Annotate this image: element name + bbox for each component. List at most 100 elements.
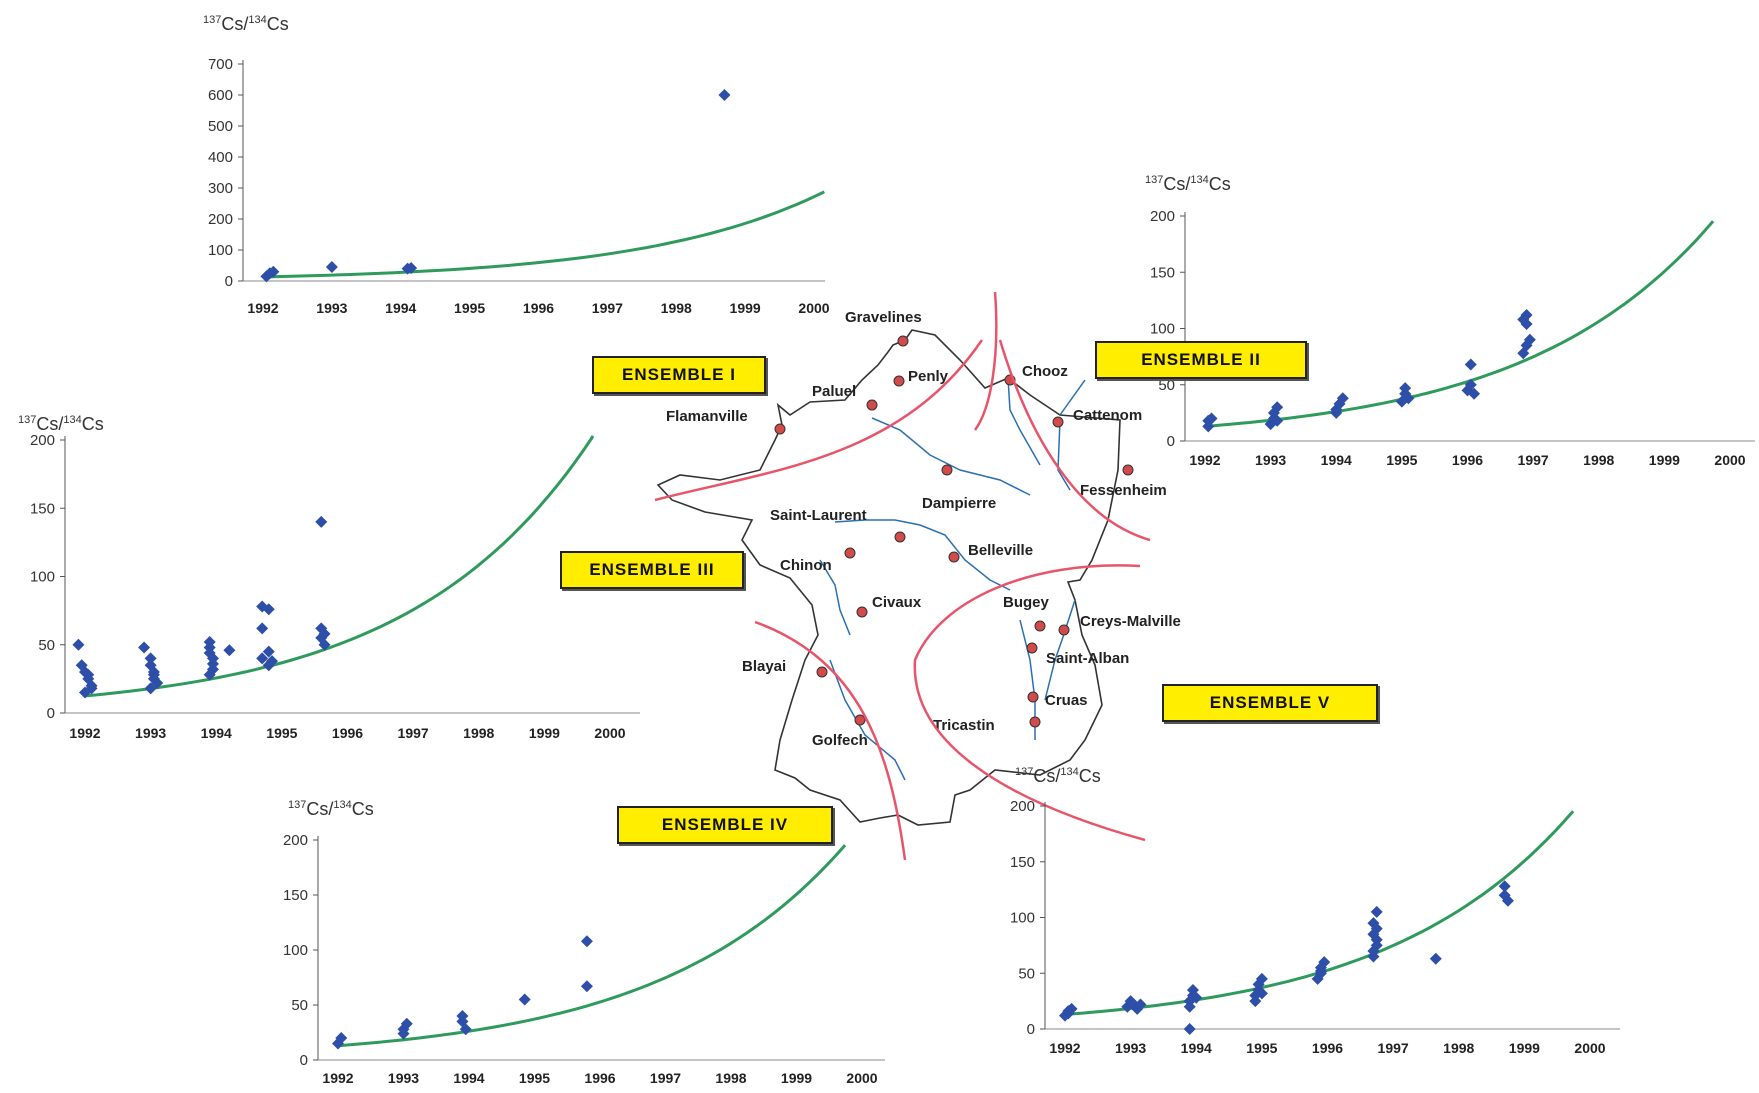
data-point [459, 1023, 472, 1036]
site-label: Saint-Alban [1046, 650, 1129, 667]
data-point [400, 1017, 413, 1030]
y-axis-label: 137Cs/134Cs [288, 799, 374, 819]
data-point [1468, 387, 1481, 400]
y-tick-label: 100 [1010, 910, 1035, 927]
y-tick-label: 50 [38, 637, 55, 654]
site-label: Flamanville [666, 408, 748, 425]
ensemble-i-label: ENSEMBLE I [592, 356, 766, 394]
x-tick-label: 1992 [69, 725, 100, 741]
x-tick-label: 2000 [798, 300, 829, 316]
x-tick-label: 2000 [846, 1070, 877, 1086]
x-tick-label: 1998 [1443, 1040, 1474, 1056]
data-point [718, 89, 731, 101]
x-tick-label: 1996 [523, 300, 554, 316]
x-tick-label: 1995 [1246, 1040, 1277, 1056]
data-point [1520, 318, 1533, 330]
y-tick-label: 0 [47, 705, 55, 722]
ensemble-boundary [654, 339, 984, 502]
data-point [1314, 965, 1327, 978]
data-point [1336, 392, 1349, 405]
data-point [397, 1027, 410, 1040]
data-point [1255, 987, 1268, 1000]
data-point [1318, 956, 1331, 969]
data-point [1370, 905, 1383, 918]
chart-v: 0 50 100 150 200 1992 1993 1994 1995 1996 1997 1998… [1010, 766, 1620, 1056]
ensemble-iv-label: ENSEMBLE IV [617, 806, 833, 844]
data-point [1523, 333, 1536, 346]
data-point [138, 641, 151, 654]
y-tick-label: 100 [1150, 321, 1175, 338]
data-point [144, 652, 157, 665]
x-tick-label: 1993 [1115, 1040, 1146, 1056]
y-tick-label: 100 [30, 569, 55, 586]
x-tick-label: 1994 [385, 300, 416, 316]
data-point [518, 993, 531, 1006]
x-tick-label: 1995 [1386, 452, 1417, 468]
data-point [1464, 358, 1477, 371]
site-label: Belleville [968, 542, 1033, 559]
y-tick-label: 400 [208, 149, 233, 166]
y-tick-label: 0 [1027, 1021, 1035, 1038]
data-point [1134, 998, 1147, 1011]
y-tick-label: 200 [30, 432, 55, 449]
x-tick-label: 1992 [322, 1070, 353, 1086]
y-tick-label: 50 [291, 997, 308, 1014]
river-line [1044, 599, 1076, 701]
france-outline [656, 329, 1121, 826]
data-point [1271, 401, 1284, 414]
x-tick-label: 2000 [594, 725, 625, 741]
site-marker [844, 547, 856, 559]
x-tick-label: 1995 [519, 1070, 550, 1086]
x-tick-label: 1998 [463, 725, 494, 741]
y-axis-label: 137Cs/134Cs [1015, 766, 1101, 786]
site-label: Blayai [742, 658, 786, 675]
y-tick-label: 0 [300, 1052, 308, 1069]
chart-ii: 0 50 100 150 200 1992 1993 1994 1995 1996 1997 1998… [1145, 174, 1755, 468]
data-point [580, 935, 593, 948]
y-tick-label: 150 [1010, 854, 1035, 871]
x-tick-label: 1993 [316, 300, 347, 316]
trend-curve [84, 435, 595, 698]
site-marker [1027, 691, 1039, 703]
river-line [871, 417, 1031, 496]
site-label: Chooz [1022, 363, 1068, 380]
site-label: Civaux [872, 594, 922, 611]
trend-curve [337, 844, 847, 1048]
site-marker [894, 531, 906, 543]
data-point [256, 652, 269, 665]
data-point [144, 682, 157, 695]
river-line [829, 659, 906, 781]
x-tick-label: 2000 [1574, 1040, 1605, 1056]
data-point [82, 668, 95, 681]
x-tick-label: 1992 [1049, 1040, 1080, 1056]
x-tick-label: 1997 [592, 300, 623, 316]
site-marker [893, 375, 905, 387]
data-point [325, 261, 338, 274]
x-tick-label: 1994 [453, 1070, 484, 1086]
data-point [405, 261, 418, 274]
site-label: Bugey [1003, 594, 1050, 611]
site-label: Fessenheim [1080, 482, 1167, 499]
site-marker [854, 714, 866, 726]
y-tick-label: 300 [208, 180, 233, 197]
x-tick-label: 1994 [1321, 452, 1352, 468]
trend-curve [1064, 810, 1575, 1016]
x-tick-label: 2000 [1714, 452, 1745, 468]
y-tick-label: 200 [1150, 208, 1175, 225]
data-point [147, 668, 160, 681]
site-marker [1029, 716, 1041, 728]
x-tick-label: 1993 [135, 725, 166, 741]
x-tick-label: 1996 [584, 1070, 615, 1086]
chart-iii: 0 50 100 150 200 1992 1993 1994 1995 1996 1997 1998… [18, 414, 640, 741]
site-marker [856, 606, 868, 618]
river-line [1007, 377, 1041, 466]
y-tick-label: 200 [1010, 798, 1035, 815]
data-point [262, 645, 275, 658]
site-marker [897, 335, 909, 347]
site-marker [816, 666, 828, 678]
site-label: Dampierre [922, 495, 996, 512]
y-tick-label: 0 [1167, 433, 1175, 450]
data-point [1062, 1007, 1075, 1020]
